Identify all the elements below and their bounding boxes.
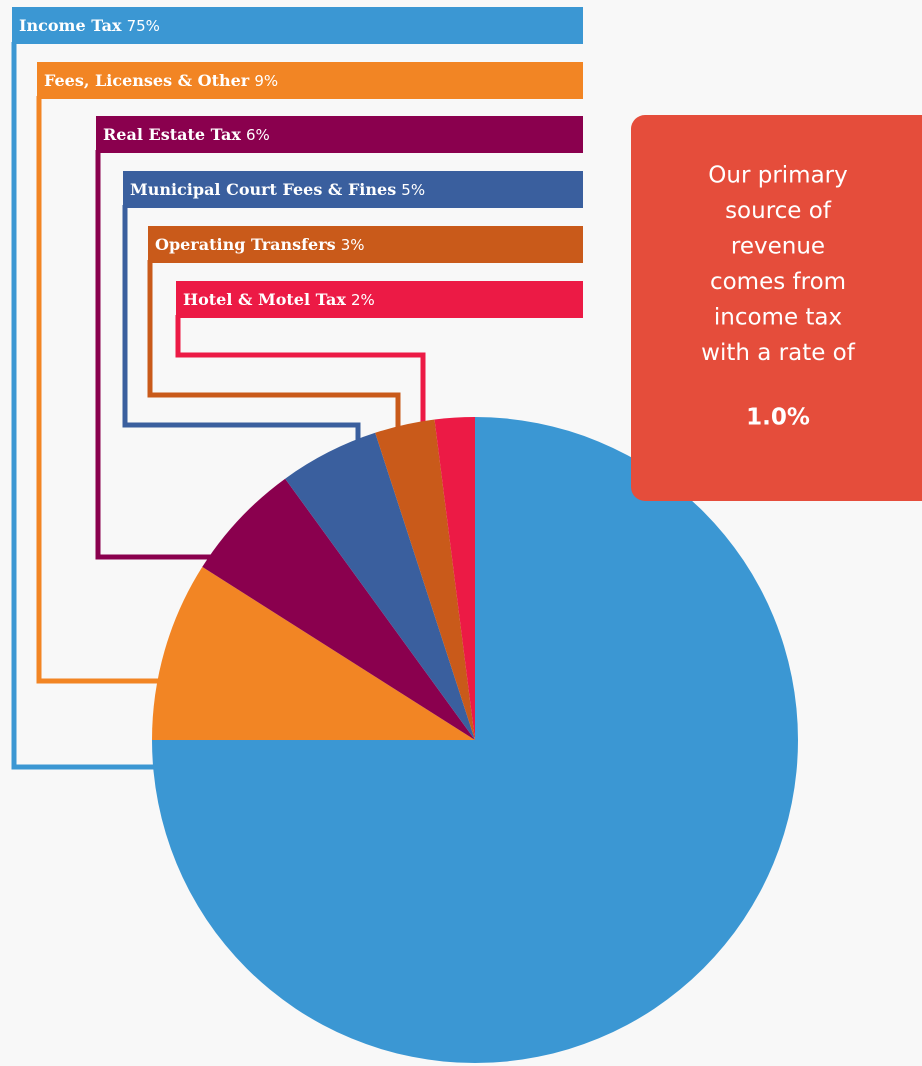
note-box (631, 115, 922, 501)
slice-label: Operating Transfers 3% (155, 235, 365, 254)
note-text: Our primary (708, 163, 847, 189)
label-bar (12, 7, 583, 44)
value-label: 2% (351, 291, 375, 309)
category-name: Municipal Court Fees & Fines (130, 180, 396, 199)
category-name: Real Estate Tax (103, 125, 241, 144)
value-label: 6% (246, 126, 270, 144)
label-bar (37, 62, 583, 99)
note-text: comes from (710, 269, 846, 295)
slice-label: Municipal Court Fees & Fines 5% (130, 180, 425, 199)
note-text: revenue (731, 234, 825, 260)
label-bar (148, 226, 583, 263)
category-name: Fees, Licenses & Other (44, 71, 250, 90)
bracket-line (122, 205, 361, 445)
bracket-line (95, 150, 215, 560)
bracket-line (147, 260, 401, 430)
pie-slice (434, 417, 475, 740)
note-text: income tax (714, 305, 842, 331)
category-name: Operating Transfers (155, 235, 336, 254)
pie-slice (285, 432, 475, 740)
category-name: Income Tax (19, 16, 122, 35)
label-bar (176, 281, 583, 318)
pie-slice (202, 478, 475, 740)
value-label: 5% (401, 181, 425, 199)
bracket-line (11, 42, 165, 770)
slice-label: Income Tax 75% (19, 16, 160, 35)
note-text: with a rate of (701, 340, 856, 366)
value-label: 75% (127, 17, 160, 35)
bracket-line (36, 96, 165, 684)
pie-slice (152, 566, 475, 740)
slice-label: Fees, Licenses & Other 9% (44, 71, 278, 90)
slice-label: Hotel & Motel Tax 2% (183, 290, 375, 309)
slice-label: Real Estate Tax 6% (103, 125, 270, 144)
category-name: Hotel & Motel Tax (183, 290, 346, 309)
value-label: 9% (254, 72, 278, 90)
bracket-line (175, 315, 426, 425)
label-bar (96, 116, 583, 153)
note-figure: 1.0% (746, 405, 810, 431)
value-label: 3% (341, 236, 365, 254)
label-bar (123, 171, 583, 208)
note-text: source of (725, 198, 832, 224)
pie-slice (375, 419, 475, 740)
